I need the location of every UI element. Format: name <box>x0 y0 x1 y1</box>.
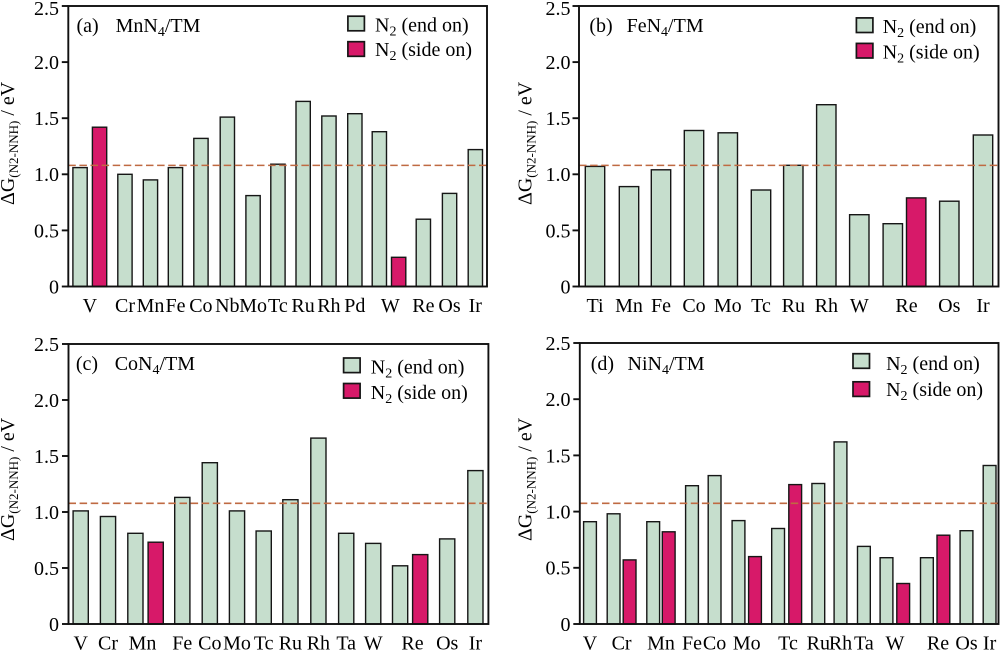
svg-text:N2 (side on): N2 (side on) <box>886 379 983 404</box>
svg-text:0.5: 0.5 <box>546 220 571 242</box>
svg-text:0.5: 0.5 <box>34 220 59 242</box>
svg-text:Ru: Ru <box>807 633 830 651</box>
svg-text:Os: Os <box>955 633 977 651</box>
svg-text:Ti: Ti <box>586 295 604 317</box>
svg-text:Nb: Nb <box>215 295 239 317</box>
svg-text:Rh: Rh <box>815 295 838 317</box>
svg-text:Rh: Rh <box>307 633 330 651</box>
svg-text:V: V <box>583 633 598 651</box>
svg-text:2.0: 2.0 <box>34 52 59 74</box>
svg-text:0.5: 0.5 <box>546 558 571 580</box>
svg-text:1.5: 1.5 <box>546 445 571 467</box>
svg-text:Co: Co <box>703 633 726 651</box>
svg-text:1.0: 1.0 <box>546 502 571 524</box>
svg-text:0: 0 <box>49 614 59 636</box>
svg-text:Mn: Mn <box>129 633 157 651</box>
svg-text:Fe: Fe <box>166 295 186 317</box>
svg-text:Mn: Mn <box>647 633 675 651</box>
svg-text:1.0: 1.0 <box>34 502 59 524</box>
svg-text:W: W <box>381 295 400 317</box>
svg-text:Ir: Ir <box>469 633 483 651</box>
svg-text:Re: Re <box>927 633 949 651</box>
svg-text:Tc: Tc <box>254 633 274 651</box>
svg-text:2.0: 2.0 <box>546 389 571 411</box>
svg-text:1.5: 1.5 <box>34 446 59 468</box>
svg-text:(a): (a) <box>76 15 98 37</box>
svg-text:Ru: Ru <box>782 295 805 317</box>
svg-text:Fe: Fe <box>172 633 192 651</box>
svg-text:Ru: Ru <box>291 295 314 317</box>
svg-text:Ru: Ru <box>279 633 302 651</box>
svg-text:N2 (end on): N2 (end on) <box>883 16 977 41</box>
svg-text:Cr: Cr <box>98 633 118 651</box>
svg-text:W: W <box>850 295 869 317</box>
svg-text:Mo: Mo <box>733 633 761 651</box>
svg-text:Re: Re <box>895 295 917 317</box>
svg-text:Ta: Ta <box>336 633 356 651</box>
svg-text:Rh: Rh <box>829 633 852 651</box>
svg-text:Ir: Ir <box>469 295 483 317</box>
svg-text:Tc: Tc <box>751 295 771 317</box>
svg-text:2.0: 2.0 <box>34 390 59 412</box>
svg-text:Fe: Fe <box>682 633 702 651</box>
svg-text:Re: Re <box>401 633 423 651</box>
svg-text:N2 (end on): N2 (end on) <box>886 353 980 378</box>
svg-text:2.5: 2.5 <box>546 0 571 20</box>
svg-text:Co: Co <box>189 295 212 317</box>
svg-text:Os: Os <box>436 633 458 651</box>
svg-text:(d): (d) <box>591 353 614 375</box>
svg-text:Ir: Ir <box>976 295 990 317</box>
svg-text:Ir: Ir <box>983 633 997 651</box>
svg-text:Os: Os <box>938 295 960 317</box>
svg-text:1.0: 1.0 <box>34 164 59 186</box>
svg-text:Ta: Ta <box>854 633 874 651</box>
svg-text:1.0: 1.0 <box>546 164 571 186</box>
svg-text:FeN4/TM: FeN4/TM <box>627 15 704 40</box>
svg-text:Mn: Mn <box>615 295 643 317</box>
svg-text:Cr: Cr <box>115 295 135 317</box>
svg-text:Co: Co <box>198 633 221 651</box>
svg-text:Co: Co <box>682 295 705 317</box>
svg-text:Mo: Mo <box>239 295 267 317</box>
svg-text:Rh: Rh <box>317 295 340 317</box>
svg-text:Mn: Mn <box>137 295 165 317</box>
svg-text:0.5: 0.5 <box>34 558 59 580</box>
svg-text:0: 0 <box>49 276 59 298</box>
svg-text:(c): (c) <box>76 353 98 375</box>
svg-text:0: 0 <box>561 276 571 298</box>
svg-text:Cr: Cr <box>612 633 632 651</box>
svg-text:N2 (side on): N2 (side on) <box>883 42 980 67</box>
svg-text:Pd: Pd <box>344 295 365 317</box>
svg-text:Fe: Fe <box>651 295 671 317</box>
svg-text:ΔG(N2-NNH) / eV: ΔG(N2-NNH) / eV <box>0 417 21 541</box>
svg-text:2.5: 2.5 <box>34 334 59 356</box>
svg-text:V: V <box>73 633 88 651</box>
svg-text:N2 (side on): N2 (side on) <box>371 382 468 407</box>
svg-text:Mo: Mo <box>714 295 742 317</box>
svg-text:Os: Os <box>438 295 460 317</box>
svg-text:Re: Re <box>412 295 434 317</box>
svg-text:V: V <box>83 295 98 317</box>
svg-text:Tc: Tc <box>268 295 288 317</box>
svg-text:(b): (b) <box>589 15 612 37</box>
svg-text:1.5: 1.5 <box>546 108 571 130</box>
svg-text:W: W <box>364 633 383 651</box>
svg-text:2.5: 2.5 <box>546 333 571 355</box>
svg-text:W: W <box>885 633 904 651</box>
svg-text:N2 (end on): N2 (end on) <box>371 356 465 381</box>
svg-text:N2 (end on): N2 (end on) <box>375 15 469 40</box>
svg-text:ΔG(N2-NNH) / eV: ΔG(N2-NNH) / eV <box>0 81 21 205</box>
svg-text:Mo: Mo <box>223 633 251 651</box>
svg-text:1.5: 1.5 <box>34 108 59 130</box>
svg-text:2.5: 2.5 <box>34 0 59 20</box>
svg-text:2.0: 2.0 <box>546 52 571 74</box>
svg-text:0: 0 <box>561 614 571 636</box>
svg-text:Tc: Tc <box>778 633 798 651</box>
